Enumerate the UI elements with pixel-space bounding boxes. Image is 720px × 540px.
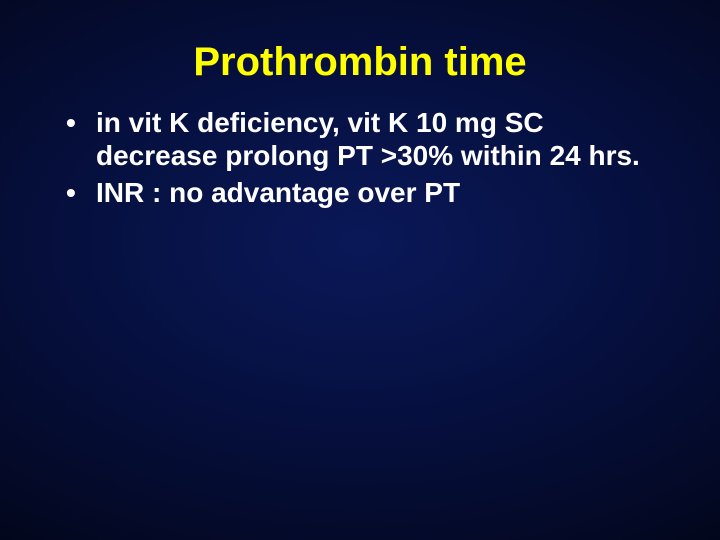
bullet-text: INR : no advantage over PT [96,177,460,208]
slide-title: Prothrombin time [50,40,670,84]
bullet-list: in vit K deficiency, vit K 10 mg SC decr… [60,106,670,209]
slide-container: Prothrombin time in vit K deficiency, vi… [0,0,720,540]
bullet-item: in vit K deficiency, vit K 10 mg SC decr… [60,106,670,172]
bullet-item: INR : no advantage over PT [60,176,670,209]
bullet-text: in vit K deficiency, vit K 10 mg SC decr… [96,107,640,171]
